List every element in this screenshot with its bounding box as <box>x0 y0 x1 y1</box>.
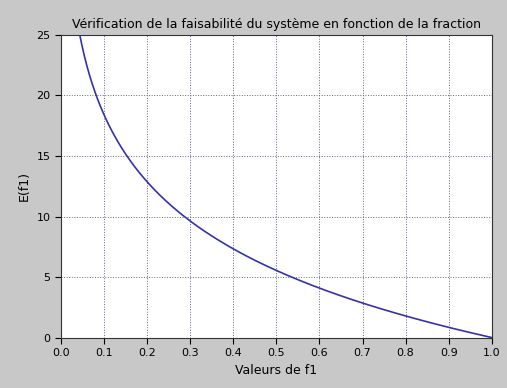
Title: Vérification de la faisabilité du système en fonction de la fraction: Vérification de la faisabilité du systèm… <box>72 18 481 31</box>
Y-axis label: E(f1): E(f1) <box>18 171 31 201</box>
X-axis label: Valeurs de f1: Valeurs de f1 <box>235 364 317 376</box>
